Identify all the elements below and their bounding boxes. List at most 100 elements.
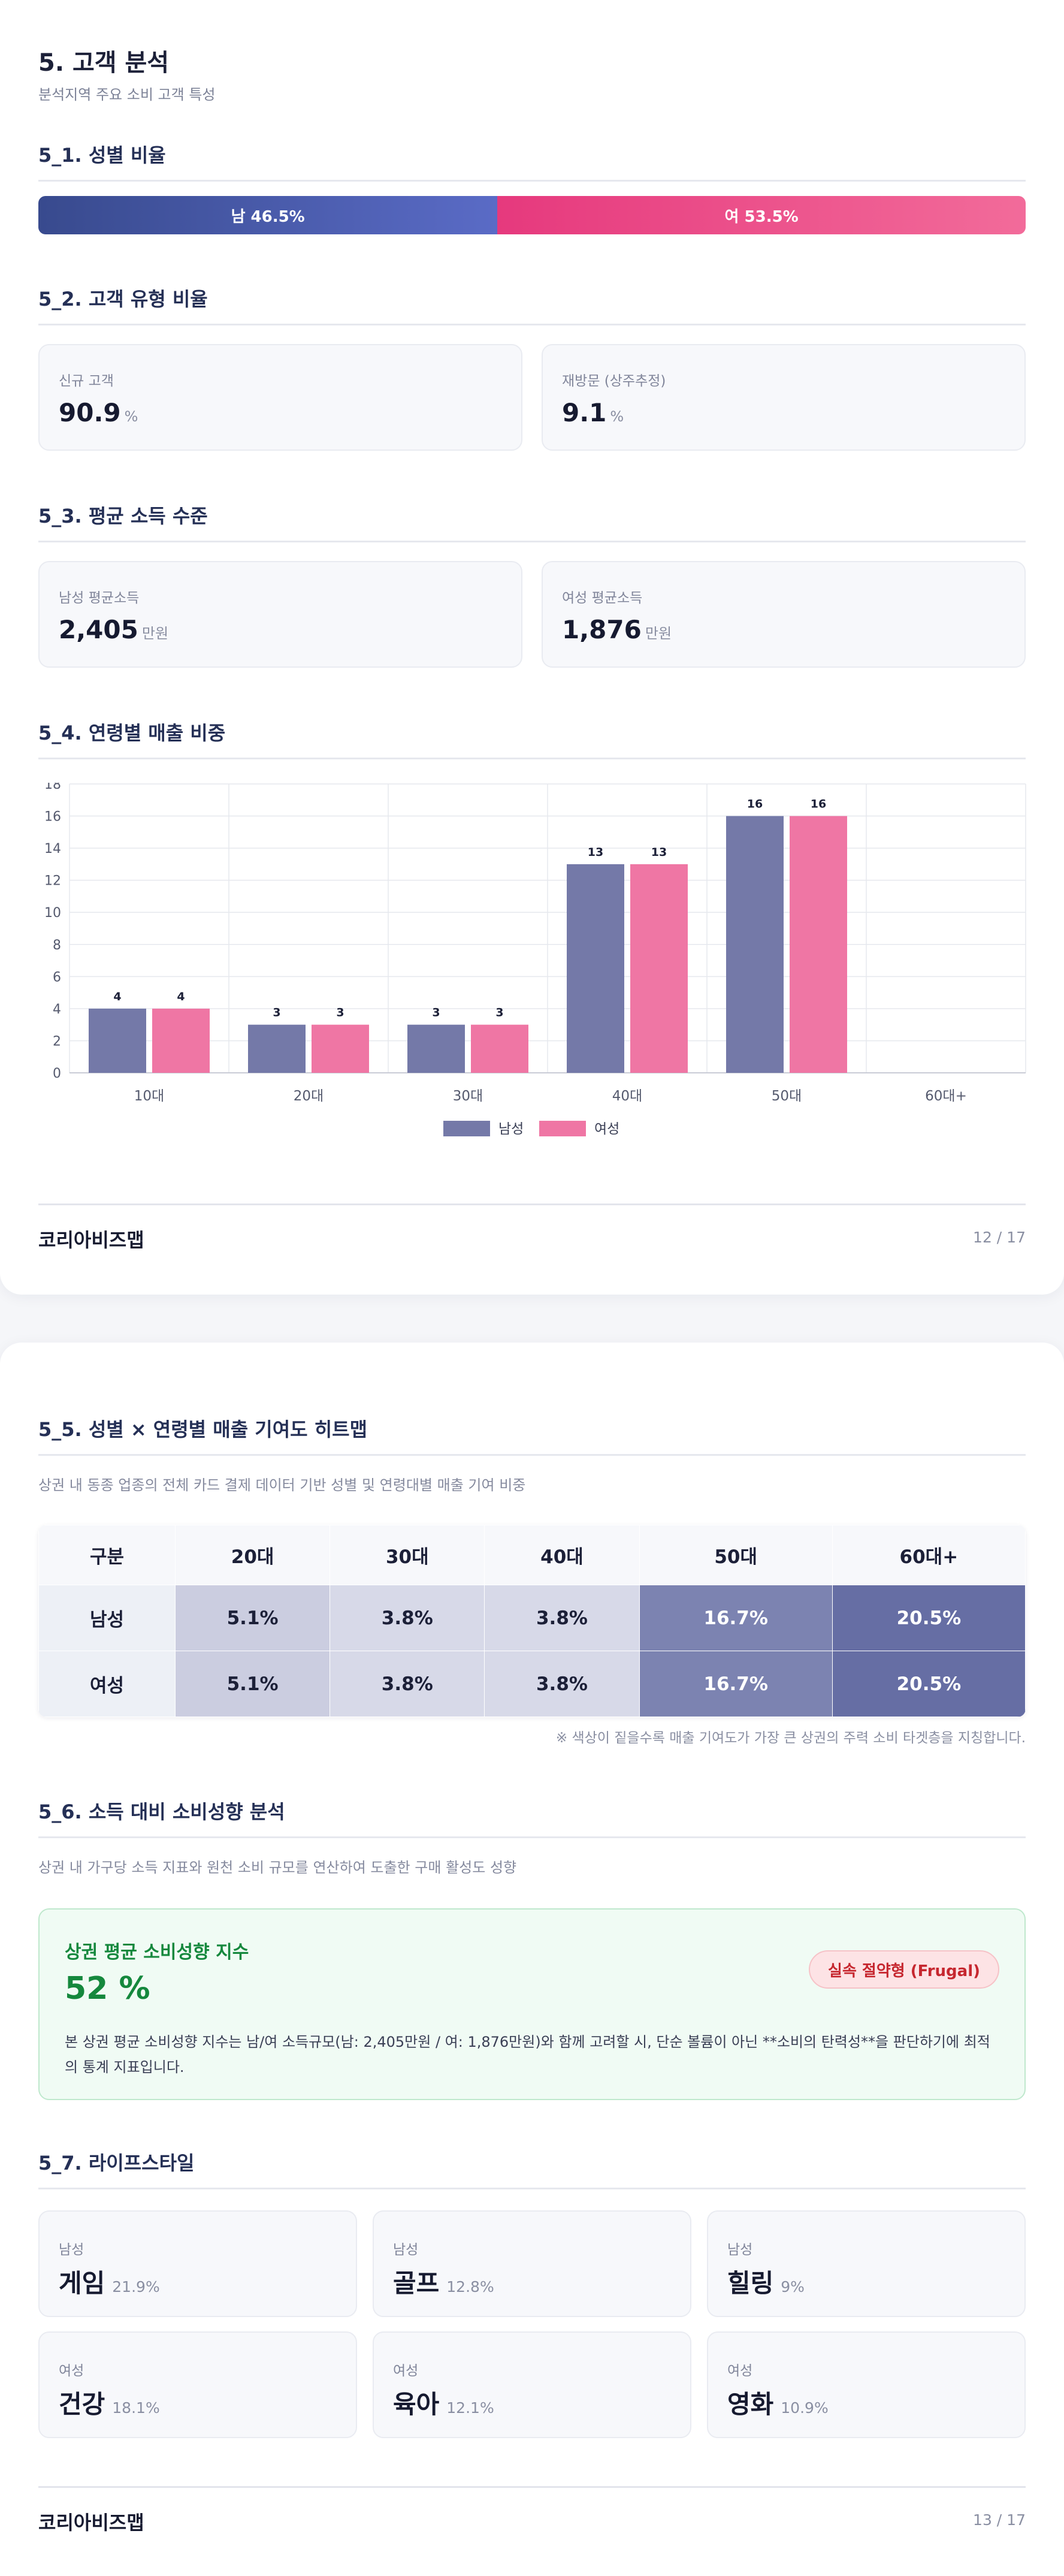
customer-type-title: 5_2. 고객 유형 비율 bbox=[38, 284, 1026, 325]
y-tick-label: 16 bbox=[44, 810, 61, 825]
age-sales-title: 5_4. 연령별 매출 비중 bbox=[38, 718, 1026, 759]
gender-ratio-title: 5_1. 성별 비율 bbox=[38, 140, 1026, 182]
x-tick-label: 60대+ bbox=[925, 1088, 967, 1104]
heatmap-cell: 3.8% bbox=[330, 1585, 485, 1651]
bar-male bbox=[248, 1024, 306, 1073]
heatmap-header-row: 구분 20대 30대 40대 50대 60대+ bbox=[38, 1525, 1026, 1585]
lifestyle-title: 5_7. 라이프스타일 bbox=[38, 2148, 1026, 2189]
page-subtitle: 분석지역 주요 소비 고객 특성 bbox=[38, 86, 216, 103]
heatmap-header-cell: 30대 bbox=[330, 1525, 485, 1585]
bar-female bbox=[152, 1008, 210, 1073]
lifestyle-name: 영화 bbox=[727, 2390, 774, 2419]
gender-age-heatmap: 구분 20대 30대 40대 50대 60대+ 남성 5.1% 3.8% 3.8… bbox=[38, 1525, 1026, 1717]
bar-female bbox=[630, 864, 688, 1073]
footer-brand: 코리아비즈맵 bbox=[38, 2511, 144, 2534]
bar-male bbox=[407, 1024, 465, 1073]
data-label: 3 bbox=[495, 1006, 503, 1019]
heatmap-cell: 3.8% bbox=[330, 1651, 485, 1717]
lifestyle-gender: 남성 bbox=[393, 2242, 419, 2258]
heatmap-title: 5_5. 성별 × 연령별 매출 기여도 히트맵 bbox=[38, 1414, 1026, 1456]
x-tick-label: 10대 bbox=[134, 1088, 164, 1104]
bar-male bbox=[567, 864, 624, 1073]
gender-ratio-bar: 남 46.5% 여 53.5% bbox=[38, 196, 1026, 234]
heatmap-footnote: ※ 색상이 짙을수록 매출 기여도가 가장 큰 상권의 주력 소비 타겟층을 지… bbox=[555, 1730, 1026, 1746]
lifestyle-gender: 여성 bbox=[59, 2363, 84, 2379]
spending-index-value: 52 % bbox=[65, 1971, 150, 2007]
spending-type-badge: 실속 절약형 (Frugal) bbox=[809, 1950, 999, 1989]
income-level-title: 5_3. 평균 소득 수준 bbox=[38, 501, 1026, 542]
card-unit: 만원 bbox=[141, 625, 169, 642]
female-share-segment: 여 53.5% bbox=[497, 196, 1026, 234]
spending-index-box: 상권 평균 소비성향 지수 52 % 실속 절약형 (Frugal) 본 상권 … bbox=[38, 1908, 1026, 2100]
y-tick-label: 4 bbox=[53, 1002, 61, 1017]
heatmap-cell: 16.7% bbox=[639, 1651, 833, 1717]
x-tick-label: 30대 bbox=[453, 1088, 483, 1104]
lifestyle-gender: 여성 bbox=[393, 2363, 419, 2379]
y-tick-label: 10 bbox=[44, 906, 61, 921]
lifestyle-card: 여성 건강 18.1% bbox=[38, 2331, 357, 2438]
data-label: 3 bbox=[336, 1006, 344, 1019]
heatmap-row-label: 남성 bbox=[38, 1585, 176, 1651]
heatmap-cell: 16.7% bbox=[639, 1585, 833, 1651]
spending-propensity-title: 5_6. 소득 대비 소비성향 분석 bbox=[38, 1797, 1026, 1838]
heatmap-cell: 20.5% bbox=[832, 1651, 1026, 1717]
lifestyle-card: 여성 영화 10.9% bbox=[707, 2331, 1026, 2438]
card-unit: % bbox=[124, 408, 138, 425]
bar-male bbox=[89, 1008, 146, 1073]
lifestyle-gender: 여성 bbox=[727, 2363, 753, 2379]
spending-index-title: 상권 평균 소비성향 지수 bbox=[65, 1942, 249, 1963]
bar-male bbox=[726, 816, 784, 1073]
card-value: 9.1 bbox=[562, 398, 607, 427]
x-tick-label: 50대 bbox=[772, 1088, 802, 1104]
age-sales-bar-chart: 0 2 4 6 8 10 12 14 16 18 4 4 10대 3 3 20대 3 3 30대 13 13 40대 16 1… bbox=[44, 783, 1026, 1137]
lifestyle-percent: 12.1% bbox=[446, 2399, 494, 2417]
heatmap-header-cell: 60대+ bbox=[832, 1525, 1026, 1585]
data-label: 16 bbox=[811, 798, 826, 811]
data-label: 4 bbox=[177, 990, 185, 1003]
male-share-segment: 남 46.5% bbox=[38, 196, 498, 234]
y-tick-label: 12 bbox=[44, 874, 61, 889]
data-label: 13 bbox=[588, 846, 603, 859]
table-row: 남성 5.1% 3.8% 3.8% 16.7% 20.5% bbox=[38, 1585, 1026, 1651]
heatmap-header-cell: 20대 bbox=[174, 1525, 331, 1585]
lifestyle-percent: 12.8% bbox=[446, 2278, 494, 2296]
footer-divider bbox=[38, 2486, 1026, 2488]
spending-propensity-description: 상권 내 가구당 소득 지표와 원천 소비 규모를 연산하여 도출한 구매 활성… bbox=[38, 1859, 517, 1876]
heatmap-cell: 3.8% bbox=[484, 1651, 640, 1717]
card-unit: % bbox=[610, 408, 624, 425]
footer-divider bbox=[38, 1203, 1026, 1205]
table-row: 여성 5.1% 3.8% 3.8% 16.7% 20.5% bbox=[38, 1651, 1026, 1717]
heatmap-header-cell: 구분 bbox=[38, 1525, 176, 1585]
card-label: 재방문 (상주추정) bbox=[562, 373, 666, 389]
bar-female bbox=[471, 1024, 528, 1073]
data-label: 4 bbox=[113, 990, 121, 1003]
card-label: 여성 평균소득 bbox=[562, 590, 643, 606]
heatmap-cell: 5.1% bbox=[174, 1585, 331, 1651]
data-label: 3 bbox=[273, 1006, 280, 1019]
card-value: 90.9 bbox=[59, 398, 121, 427]
heatmap-description: 상권 내 동종 업종의 전체 카드 결제 데이터 기반 성별 및 연령대별 매출… bbox=[38, 1477, 526, 1494]
heatmap-header-cell: 50대 bbox=[639, 1525, 833, 1585]
y-tick-label: 2 bbox=[53, 1034, 61, 1049]
legend-label: 남성 bbox=[498, 1121, 524, 1137]
heatmap-cell: 5.1% bbox=[174, 1651, 331, 1717]
heatmap-header-cell: 40대 bbox=[484, 1525, 640, 1585]
y-tick-label: 18 bbox=[44, 783, 61, 792]
heatmap-row-label: 여성 bbox=[38, 1651, 176, 1717]
new-customer-card: 신규 고객 90.9 % bbox=[38, 344, 522, 451]
page-title: 5. 고객 분석 bbox=[38, 49, 170, 77]
data-label: 13 bbox=[651, 846, 667, 859]
male-income-card: 남성 평균소득 2,405 만원 bbox=[38, 561, 522, 668]
legend-swatch bbox=[443, 1121, 490, 1136]
bar-female bbox=[790, 816, 847, 1073]
y-tick-label: 0 bbox=[53, 1066, 61, 1081]
heatmap-cell: 3.8% bbox=[484, 1585, 640, 1651]
lifestyle-percent: 18.1% bbox=[112, 2399, 160, 2417]
lifestyle-card: 남성 게임 21.9% bbox=[38, 2210, 357, 2317]
lifestyle-card: 남성 골프 12.8% bbox=[373, 2210, 691, 2317]
heatmap-cell: 20.5% bbox=[832, 1585, 1026, 1651]
lifestyle-name: 육아 bbox=[393, 2390, 440, 2419]
y-tick-label: 14 bbox=[44, 841, 61, 856]
lifestyle-percent: 9% bbox=[781, 2278, 805, 2296]
y-tick-label: 8 bbox=[53, 938, 61, 953]
